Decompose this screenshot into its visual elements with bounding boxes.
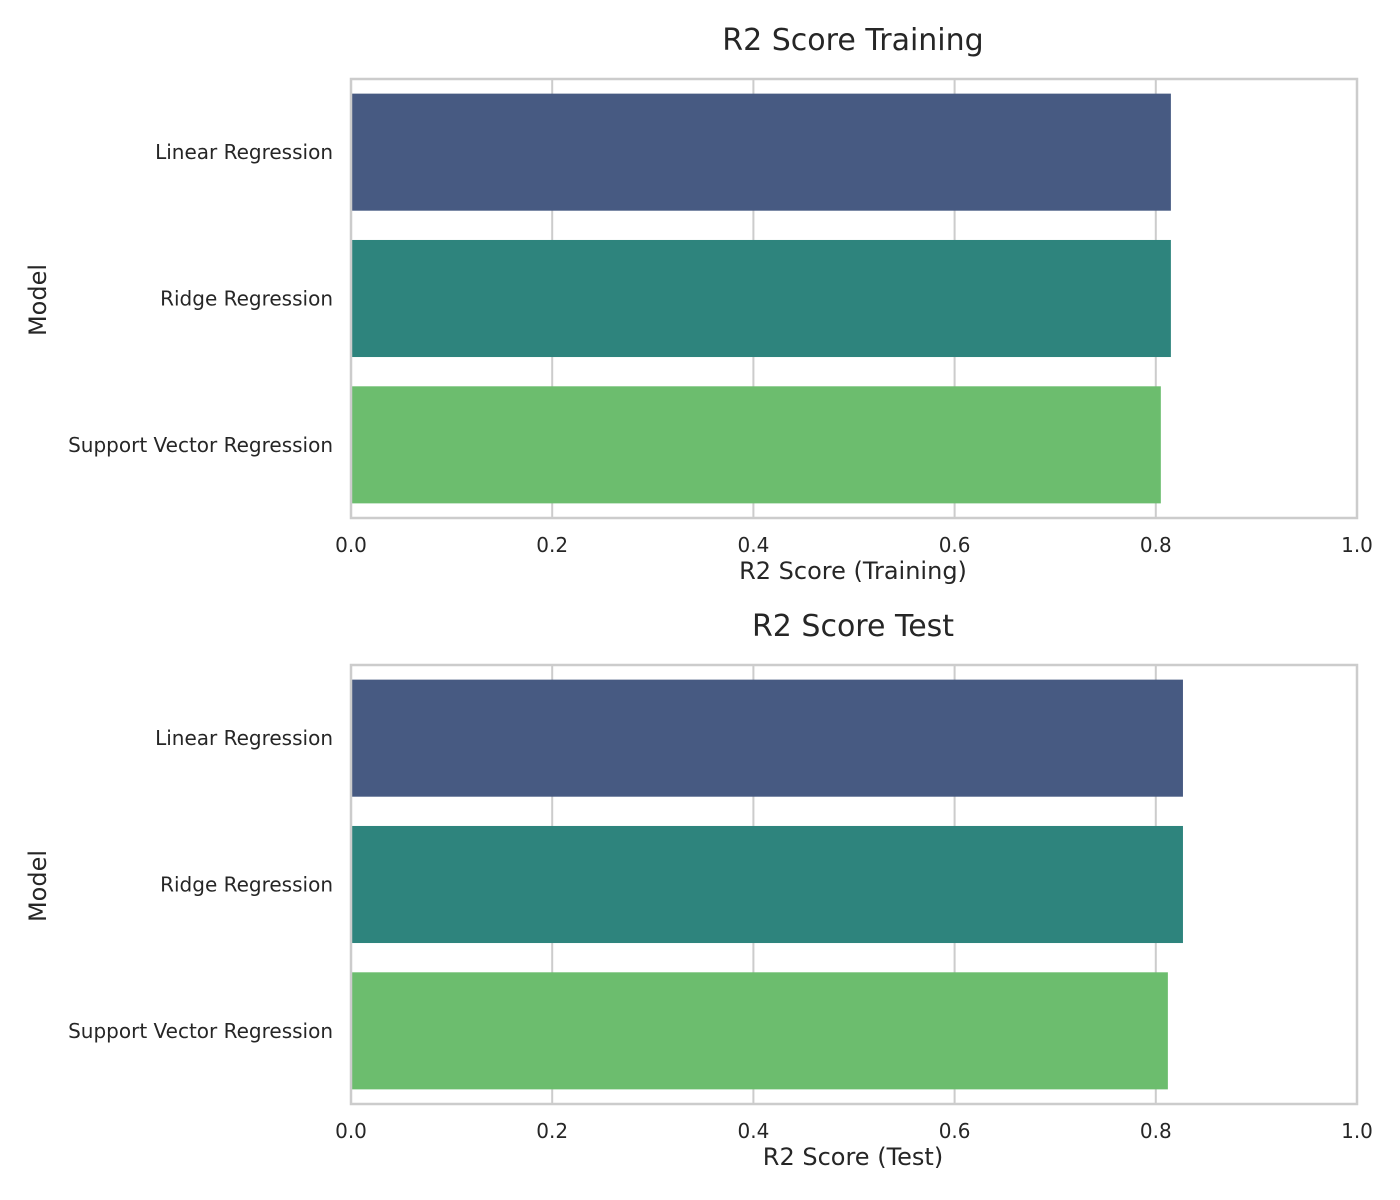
x-axis-label: R2 Score (Training)	[739, 557, 967, 585]
x-tick-label: 0.2	[536, 533, 568, 557]
x-tick-label: 1.0	[1341, 533, 1373, 557]
x-tick-label: 0.6	[939, 1119, 971, 1143]
plot-area: Linear Regression Ridge Regression Support…	[68, 77, 1373, 557]
axes-frame	[349, 77, 1359, 520]
test-chart-panel: Linear Regression Ridge Regression Support…	[24, 609, 1373, 1171]
x-tick-label: 0.8	[1140, 533, 1172, 557]
y-axis-label: Model	[24, 850, 52, 922]
bar	[351, 239, 1171, 358]
bar	[351, 972, 1168, 1090]
axes-frame	[349, 663, 1359, 1106]
x-tick-label: 0.0	[335, 1119, 367, 1143]
x-tick-label: 1.0	[1341, 1119, 1373, 1143]
x-tick-label: 0.8	[1140, 1119, 1172, 1143]
x-tick-label: 0.4	[737, 1119, 769, 1143]
bar	[351, 386, 1161, 504]
category-tick-label: Ridge Regression	[160, 873, 333, 897]
x-tick-label: 0.6	[939, 533, 971, 557]
category-tick-label: Linear Regression	[155, 726, 333, 750]
chart-title: R2 Score Test	[752, 609, 954, 644]
x-tick-label: 0.2	[536, 1119, 568, 1143]
bar	[351, 93, 1171, 211]
category-tick-label: Support Vector Regression	[68, 433, 333, 457]
x-tick-label: 0.4	[737, 533, 769, 557]
plot-area: Linear Regression Ridge Regression Support…	[68, 663, 1373, 1143]
chart-title: R2 Score Training	[722, 23, 983, 58]
category-tick-label: Support Vector Regression	[68, 1019, 333, 1043]
x-tick-label: 0.0	[335, 533, 367, 557]
y-axis-label: Model	[24, 264, 52, 336]
category-tick-label: Linear Regression	[155, 140, 333, 164]
training-chart-panel: Linear Regression Ridge Regression Support…	[24, 23, 1373, 585]
bar	[351, 825, 1183, 944]
category-tick-label: Ridge Regression	[160, 287, 333, 311]
bar	[351, 679, 1183, 797]
x-axis-label: R2 Score (Test)	[763, 1143, 943, 1171]
